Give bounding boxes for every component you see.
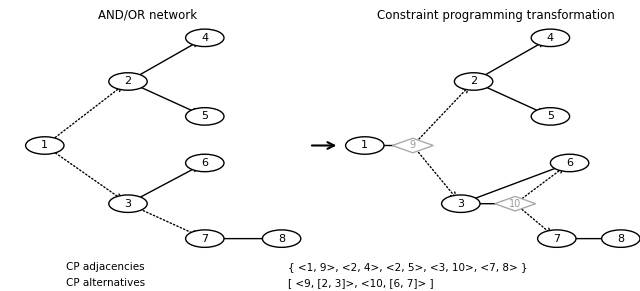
- Text: 9: 9: [410, 141, 416, 150]
- Text: 1: 1: [362, 141, 368, 150]
- Circle shape: [186, 108, 224, 125]
- Text: 6: 6: [202, 158, 208, 168]
- Circle shape: [538, 230, 576, 247]
- Text: 3: 3: [125, 199, 131, 209]
- Text: 6: 6: [566, 158, 573, 168]
- Circle shape: [346, 137, 384, 154]
- Circle shape: [109, 195, 147, 212]
- Polygon shape: [392, 138, 433, 153]
- Text: 8: 8: [278, 234, 285, 244]
- Text: 2: 2: [470, 77, 477, 86]
- Text: 7: 7: [553, 234, 561, 244]
- Circle shape: [550, 154, 589, 172]
- Text: Constraint programming transformation: Constraint programming transformation: [377, 9, 615, 22]
- Text: 3: 3: [458, 199, 464, 209]
- Circle shape: [109, 73, 147, 90]
- Text: 7: 7: [201, 234, 209, 244]
- Circle shape: [454, 73, 493, 90]
- Circle shape: [186, 29, 224, 47]
- Circle shape: [186, 230, 224, 247]
- Text: 4: 4: [547, 33, 554, 43]
- Text: 4: 4: [201, 33, 209, 43]
- Circle shape: [442, 195, 480, 212]
- Text: 5: 5: [202, 111, 208, 121]
- Circle shape: [531, 108, 570, 125]
- Polygon shape: [495, 196, 536, 211]
- Text: 8: 8: [617, 234, 625, 244]
- Text: 5: 5: [547, 111, 554, 121]
- Text: 2: 2: [124, 77, 132, 86]
- Circle shape: [531, 29, 570, 47]
- Circle shape: [262, 230, 301, 247]
- Text: AND/OR network: AND/OR network: [98, 9, 196, 22]
- Text: 10: 10: [509, 199, 522, 209]
- Text: 1: 1: [42, 141, 48, 150]
- Circle shape: [602, 230, 640, 247]
- Circle shape: [186, 154, 224, 172]
- Text: { <1, 9>, <2, 4>, <2, 5>, <3, 10>, <7, 8> }
[ <9, [2, 3]>, <10, [6, 7]> ]: { <1, 9>, <2, 4>, <2, 5>, <3, 10>, <7, 8…: [288, 262, 527, 288]
- Text: CP adjacencies
CP alternatives: CP adjacencies CP alternatives: [66, 262, 145, 288]
- Circle shape: [26, 137, 64, 154]
